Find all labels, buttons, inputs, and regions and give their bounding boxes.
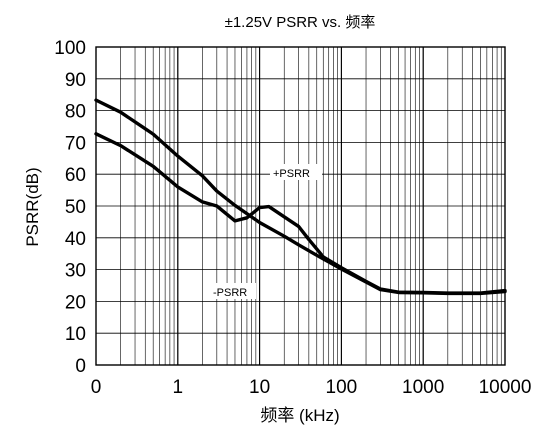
plus-psrr-label: +PSRR (273, 168, 310, 180)
series-layer (94, 98, 507, 296)
y-axis-label: PSRR(dB) (23, 167, 42, 246)
plus-psrr-annotation: +PSRR (270, 164, 322, 180)
y-tick-label: 50 (65, 197, 86, 218)
minus-psrr-label: -PSRR (213, 287, 247, 299)
x-tick-label: 1000 (402, 377, 444, 398)
y-tick-label: 80 (65, 102, 86, 123)
x-tick-label: 100 (326, 377, 358, 398)
x-tick-label: 0 (91, 377, 102, 398)
minus-psrr-annotation: -PSRR (210, 283, 256, 299)
plot-frame (95, 46, 506, 366)
x-tick-label: 10000 (479, 377, 532, 398)
y-tick-label: 90 (65, 70, 86, 91)
x-tick-label: 10 (249, 377, 270, 398)
y-tick-label: 60 (65, 165, 86, 186)
chart-title: ±1.25V PSRR vs. 频率 (225, 14, 376, 31)
y-tick-label: 30 (65, 261, 86, 282)
y-tick-label: 70 (65, 133, 86, 154)
y-tick-label: 10 (65, 324, 86, 345)
x-tick-label: 1 (173, 377, 184, 398)
y-tick-label: 100 (54, 38, 86, 59)
y-tick-label: 0 (75, 356, 86, 377)
series-line-minus-psrr (94, 98, 507, 296)
y-tick-label: 40 (65, 229, 86, 250)
x-axis-label: 频率 (kHz) (260, 406, 339, 425)
y-tick-label: 20 (65, 292, 86, 313)
grid (95, 46, 506, 366)
